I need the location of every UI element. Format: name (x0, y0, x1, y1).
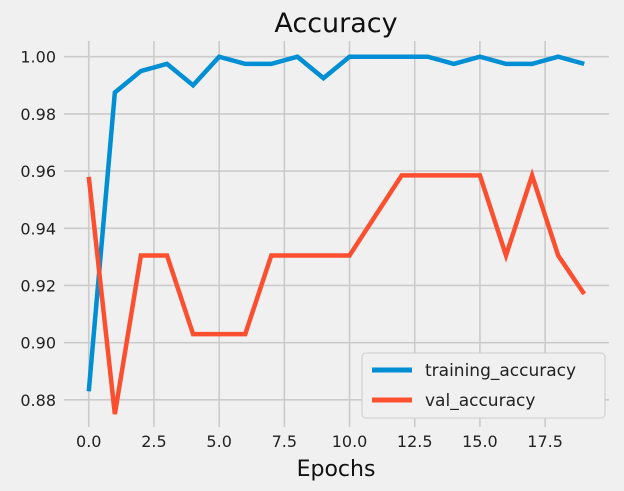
y-tick-label: 0.88 (20, 391, 56, 410)
chart-title: Accuracy (274, 8, 397, 39)
x-tick-label: 7.5 (272, 432, 297, 451)
x-tick-label: 12.5 (397, 432, 433, 451)
legend-label-training-accuracy: training_accuracy (425, 361, 576, 381)
y-tick-label: 0.90 (20, 334, 56, 353)
x-tick-label: 5.0 (206, 432, 231, 451)
x-tick-label: 0.0 (76, 432, 101, 451)
series-line-training-accuracy (86, 54, 585, 392)
legend-label-val-accuracy: val_accuracy (425, 391, 535, 411)
series-line-val-accuracy (86, 168, 587, 415)
y-axis-ticks: 0.88 0.90 0.92 0.94 0.96 0.98 1.00 (20, 48, 56, 410)
x-tick-label: 2.5 (141, 432, 166, 451)
x-tick-label: 10.0 (332, 432, 368, 451)
series-lines (86, 54, 587, 415)
y-tick-label: 0.92 (20, 276, 56, 295)
legend-frame (361, 352, 606, 419)
legend: training_accuracy val_accuracy (361, 352, 606, 419)
x-tick-label: 17.5 (527, 432, 563, 451)
y-tick-label: 1.00 (20, 48, 56, 67)
y-tick-label: 0.94 (20, 219, 56, 238)
x-axis-label: Epochs (297, 457, 376, 482)
grid (64, 41, 609, 427)
y-tick-label: 0.98 (20, 105, 56, 124)
x-tick-label: 15.0 (462, 432, 498, 451)
x-axis-ticks: 0.0 2.5 5.0 7.5 10.0 12.5 15.0 17.5 (76, 432, 563, 451)
y-tick-label: 0.96 (20, 162, 56, 181)
